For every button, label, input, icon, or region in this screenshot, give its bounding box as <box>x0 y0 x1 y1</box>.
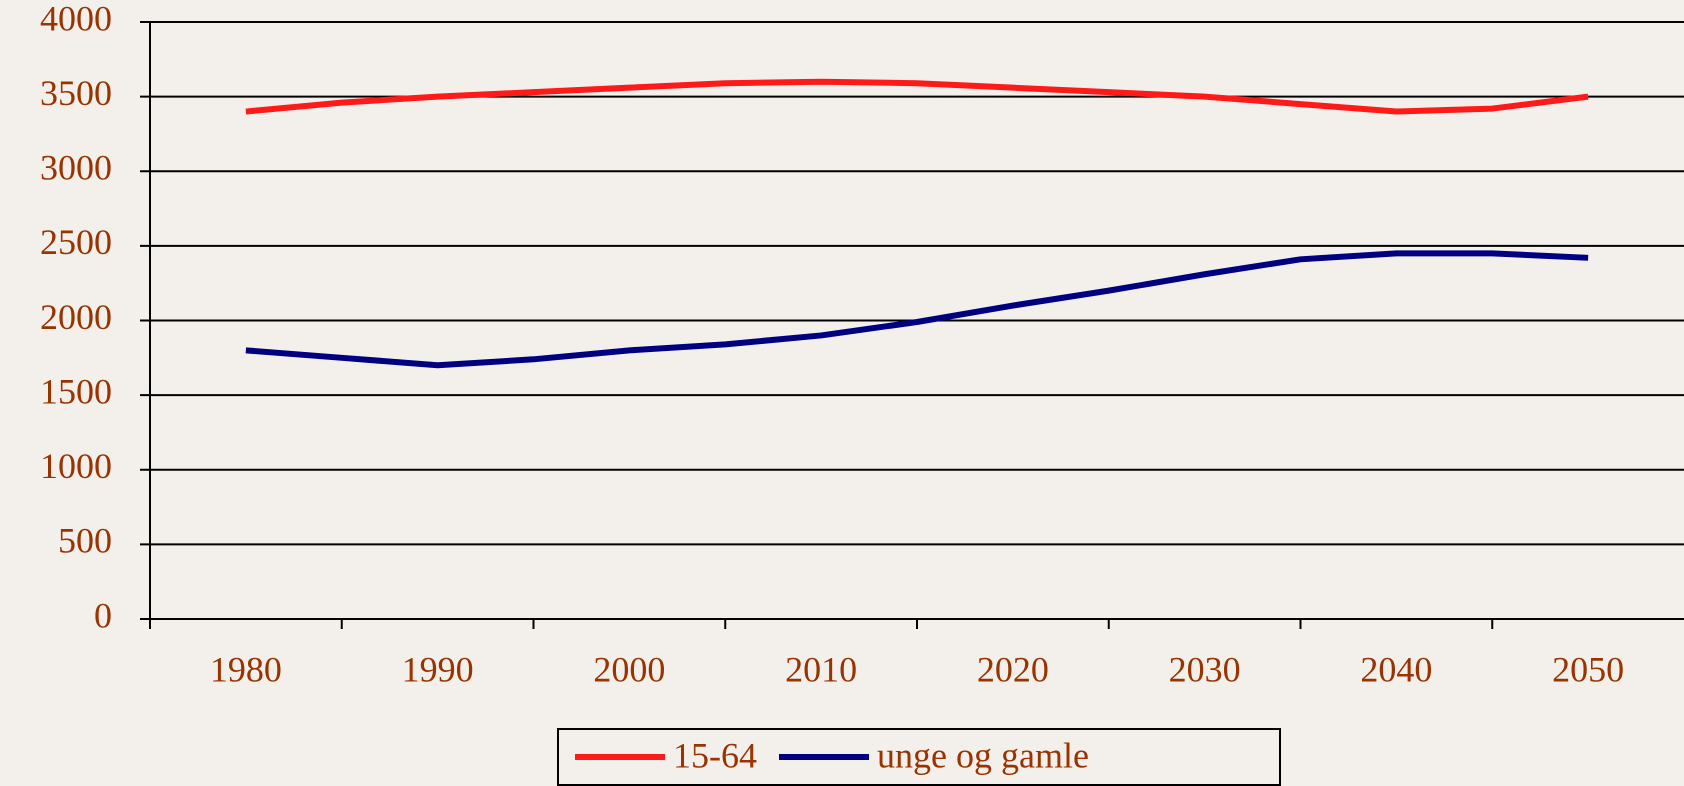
y-tick-label: 4000 <box>40 0 112 38</box>
legend-box <box>557 728 1281 786</box>
y-tick-label: 2500 <box>40 222 112 262</box>
x-tick-label: 2000 <box>593 649 665 689</box>
y-tick-label: 1000 <box>40 446 112 486</box>
y-tick-label: 500 <box>58 521 112 561</box>
y-tick-label: 1500 <box>40 371 112 411</box>
y-tick-label: 0 <box>94 595 112 635</box>
x-tick-label: 2050 <box>1552 649 1624 689</box>
y-tick-label: 3500 <box>40 73 112 113</box>
series-line <box>245 78 1589 115</box>
x-tick-label: 1990 <box>402 649 474 689</box>
y-tick-label: 3000 <box>40 148 112 188</box>
x-tick-label: 2030 <box>1169 649 1241 689</box>
x-tick-label: 2040 <box>1360 649 1432 689</box>
legend-label: 15-64 <box>673 735 757 775</box>
x-tick-label: 1980 <box>210 649 282 689</box>
y-tick-label: 2000 <box>40 297 112 337</box>
x-tick-label: 2020 <box>977 649 1049 689</box>
series-line <box>245 250 1589 369</box>
legend-label: unge og gamle <box>877 735 1089 775</box>
x-tick-label: 2010 <box>785 649 857 689</box>
